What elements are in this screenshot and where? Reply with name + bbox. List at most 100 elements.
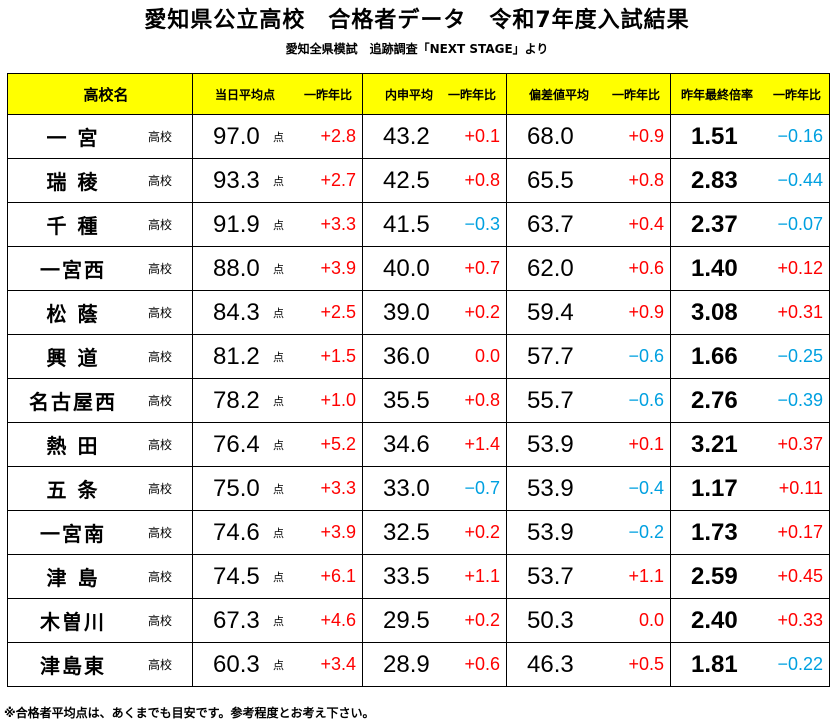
hensachi-diff: +0.9 [628,126,664,146]
school-suffix: 高校 [147,482,172,496]
tojitsu-diff: +3.9 [320,522,356,542]
school-name: 木曽川 [40,610,106,634]
tojitsu-diff: +3.4 [320,654,356,674]
bairitsu-cell: 2.37 −0.07 [670,202,830,247]
header-hensachi: 偏差値平均 一昨年比 [506,73,671,115]
naishin-value: 43.2 [383,122,430,150]
hensachi-value: 53.9 [527,430,574,458]
tojitsu-diff: +3.3 [320,214,356,234]
naishin-cell: 34.6 +1.4 [362,422,507,467]
tojitsu-diff: +4.6 [320,610,356,630]
tojitsu-diff: +3.3 [320,478,356,498]
bairitsu-diff: −0.07 [777,214,823,234]
school-cell: 一宮南 高校 [7,510,193,555]
bairitsu-value: 1.40 [691,254,738,282]
bairitsu-value: 2.37 [691,210,738,238]
bairitsu-diff: −0.16 [777,126,823,146]
table-row: 木曽川 高校 67.3 点 +4.6 29.5 +0.2 50.3 0.0 2.40 +0.33 [7,598,830,643]
naishin-diff: +1.1 [464,566,500,586]
hensachi-diff: +1.1 [628,566,664,586]
unit-ten: 点 [273,350,284,364]
hensachi-value: 46.3 [527,650,574,678]
school-cell: 一 宮 高校 [7,114,193,159]
tojitsu-value: 88.0 [213,254,260,282]
naishin-value: 39.0 [383,298,430,326]
bairitsu-cell: 2.83 −0.44 [670,158,830,203]
naishin-cell: 32.5 +0.2 [362,510,507,555]
hensachi-value: 65.5 [527,166,574,194]
bairitsu-cell: 3.21 +0.37 [670,422,830,467]
tojitsu-value: 78.2 [213,386,260,414]
naishin-cell: 33.0 −0.7 [362,466,507,511]
bairitsu-cell: 1.17 +0.11 [670,466,830,511]
bairitsu-diff: +0.37 [777,434,823,454]
naishin-cell: 36.0 0.0 [362,334,507,379]
school-name: 興 道 [46,346,100,370]
school-suffix: 高校 [147,526,172,540]
hensachi-cell: 62.0 +0.6 [506,246,671,291]
school-name: 一宮西 [40,258,106,282]
header-tojitsu: 当日平均点 一昨年比 [192,73,363,115]
naishin-diff: −0.7 [464,478,500,498]
naishin-cell: 40.0 +0.7 [362,246,507,291]
bairitsu-value: 2.59 [691,562,738,590]
unit-ten: 点 [273,614,284,628]
footnote: ※合格者平均点は、あくまでも目安です。参考程度とお考え下さい。 [4,706,375,720]
school-cell: 名古屋西 高校 [7,378,193,423]
school-suffix: 高校 [147,438,172,452]
naishin-cell: 39.0 +0.2 [362,290,507,335]
bairitsu-diff: +0.33 [777,610,823,630]
naishin-diff: +0.7 [464,258,500,278]
bairitsu-diff: +0.12 [777,258,823,278]
school-name: 津 島 [46,566,100,590]
unit-ten: 点 [273,658,284,672]
results-table: 高校名 当日平均点 一昨年比 内申平均 一昨年比 偏差値平均 一昨年比 昨年最終倍率一… [7,73,830,687]
tojitsu-cell: 60.3 点 +3.4 [192,642,363,687]
bairitsu-cell: 1.73 +0.17 [670,510,830,555]
hensachi-value: 53.9 [527,474,574,502]
table-row: 名古屋西 高校 78.2 点 +1.0 35.5 +0.8 55.7 −0.6 2.76 −0.39 [7,378,830,423]
bairitsu-diff: −0.39 [777,390,823,410]
tojitsu-cell: 84.3 点 +2.5 [192,290,363,335]
tojitsu-cell: 93.3 点 +2.7 [192,158,363,203]
unit-ten: 点 [273,130,284,144]
bairitsu-value: 2.40 [691,606,738,634]
tojitsu-value: 75.0 [213,474,260,502]
bairitsu-diff: −0.22 [777,654,823,674]
hensachi-cell: 55.7 −0.6 [506,378,671,423]
tojitsu-value: 93.3 [213,166,260,194]
table-row: 五 条 高校 75.0 点 +3.3 33.0 −0.7 53.9 −0.4 1.17 +0.11 [7,466,830,511]
naishin-diff: +0.6 [464,654,500,674]
tojitsu-cell: 74.5 点 +6.1 [192,554,363,599]
bairitsu-cell: 1.81 −0.22 [670,642,830,687]
bairitsu-value: 1.51 [691,122,738,150]
table-header-row: 高校名 当日平均点 一昨年比 内申平均 一昨年比 偏差値平均 一昨年比 昨年最終倍率一… [7,73,830,115]
table-row: 一 宮 高校 97.0 点 +2.8 43.2 +0.1 68.0 +0.9 1.51 −0.16 [7,114,830,159]
unit-ten: 点 [273,218,284,232]
hensachi-cell: 63.7 +0.4 [506,202,671,247]
naishin-diff: +1.4 [464,434,500,454]
page-subtitle: 愛知全県模試 追跡調査「NEXT STAGE」より [285,42,549,56]
header-bairitsu: 昨年最終倍率 一昨年比 [670,73,830,115]
tojitsu-cell: 88.0 点 +3.9 [192,246,363,291]
hensachi-diff: −0.6 [628,390,664,410]
hensachi-diff: +0.8 [628,170,664,190]
school-suffix: 高校 [147,218,172,232]
bairitsu-cell: 2.59 +0.45 [670,554,830,599]
school-name: 一 宮 [46,126,100,150]
tojitsu-diff: +2.7 [320,170,356,190]
tojitsu-cell: 76.4 点 +5.2 [192,422,363,467]
school-suffix: 高校 [147,174,172,188]
school-cell: 興 道 高校 [7,334,193,379]
school-name: 松 蔭 [46,302,100,326]
hensachi-diff: −0.4 [628,478,664,498]
bairitsu-diff: +0.11 [778,478,823,498]
tojitsu-cell: 75.0 点 +3.3 [192,466,363,511]
tojitsu-diff: +1.0 [320,390,356,410]
hensachi-cell: 53.7 +1.1 [506,554,671,599]
hensachi-diff: +0.1 [628,434,664,454]
naishin-diff: +0.2 [464,610,500,630]
naishin-value: 28.9 [383,650,430,678]
hensachi-value: 62.0 [527,254,574,282]
tojitsu-value: 84.3 [213,298,260,326]
